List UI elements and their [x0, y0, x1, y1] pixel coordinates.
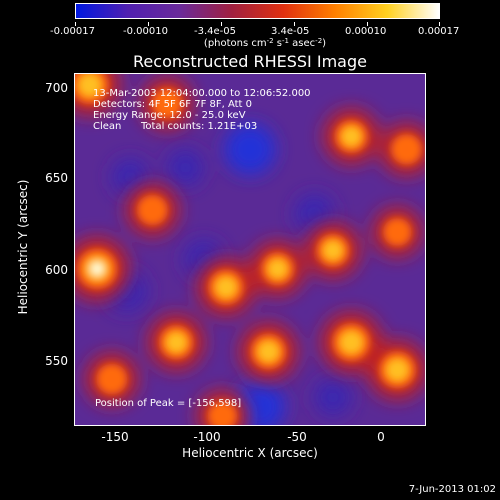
annotation-total-counts: Total counts: 1.21E+03 — [141, 121, 258, 132]
heatmap-hot-regions-inner — [75, 74, 422, 425]
colorbar-tick — [221, 22, 222, 26]
annotation-peak-position: Position of Peak = [-156,598] — [95, 398, 242, 409]
colorbar — [75, 3, 440, 19]
heatmap-hot-spot-bright — [215, 276, 237, 298]
heatmap-hot-spot-bright — [166, 332, 187, 353]
colorbar-tick-label: -3.4e-05 — [194, 26, 236, 37]
colorbar-tick — [148, 22, 149, 26]
heatmap-hot-spot-bright — [78, 74, 101, 97]
heatmap-hot-spot-bright — [386, 359, 409, 381]
annotation-energy-range: Energy Range: 12.0 - 25.0 keV — [93, 110, 246, 121]
heatmap-hot-spot-core — [391, 134, 422, 165]
heatmap-hot-spot-core — [137, 194, 168, 226]
heatmap-hot-spot-bright — [323, 240, 343, 261]
colorbar-tick-label: 0.00010 — [345, 26, 387, 37]
heatmap-peak-spot — [91, 262, 104, 275]
heatmap-image — [75, 74, 425, 425]
x-axis-label: Heliocentric X (arcsec) — [182, 446, 318, 460]
annotation-detectors: Detectors: 4F 5F 6F 7F 8F, Att 0 — [93, 99, 253, 110]
y-tick-label: 700 — [45, 81, 68, 95]
heatmap-plot-area: 13-Mar-2003 12:04:00.000 to 12:06:52.000… — [74, 73, 426, 426]
colorbar-tick — [75, 22, 76, 26]
heatmap-hot-spot-core — [207, 401, 237, 425]
heatmap-hot-spot-bright — [258, 341, 279, 362]
colorbar-tick-label: -0.00017 — [50, 26, 95, 37]
x-tick-label: -100 — [193, 430, 221, 444]
y-tick-label: 600 — [45, 263, 68, 277]
annotation-time-range: 13-Mar-2003 12:04:00.000 to 12:06:52.000 — [93, 88, 311, 99]
plot-title: Reconstructed RHESSI Image — [133, 52, 367, 71]
colorbar-tick — [294, 22, 295, 26]
heatmap-hot-spot-bright — [340, 331, 363, 354]
colorbar-unit-label: (photons cm-2 s-1 asec-2) — [203, 37, 327, 50]
y-tick-label: 650 — [45, 171, 68, 185]
heatmap-hot-spot-bright — [341, 126, 361, 147]
heatmap-cold-spot — [314, 378, 352, 417]
y-tick-label: 550 — [45, 354, 68, 368]
heatmap-hot-spot-core — [383, 218, 412, 247]
heatmap-hot-spot-core — [96, 363, 128, 395]
colorbar-tick-label: -0.00010 — [123, 26, 168, 37]
x-tick-label: -150 — [101, 430, 129, 444]
heatmap-cold-spot — [166, 148, 205, 187]
y-axis-label: Heliocentric Y (arcsec) — [16, 179, 30, 315]
colorbar-tick-label: 3.4e-05 — [271, 26, 310, 37]
x-tick-label: 0 — [377, 430, 385, 444]
colorbar-tick — [367, 22, 368, 26]
x-tick-label: -50 — [287, 430, 307, 444]
heatmap-cold-regions — [105, 123, 352, 425]
heatmap-hot-spot-core — [151, 88, 183, 119]
annotation-algorithm: Clean — [93, 121, 122, 132]
heatmap-cold-spot — [294, 193, 335, 234]
heatmap-cold-spot — [111, 158, 150, 196]
colorbar-tick-label: 0.00017 — [418, 26, 460, 37]
footer-timestamp: 7-Jun-2013 01:02 — [408, 484, 496, 495]
heatmap-cold-spot — [224, 123, 276, 176]
colorbar-tick — [439, 22, 440, 26]
heatmap-hot-spot-bright — [268, 259, 288, 279]
